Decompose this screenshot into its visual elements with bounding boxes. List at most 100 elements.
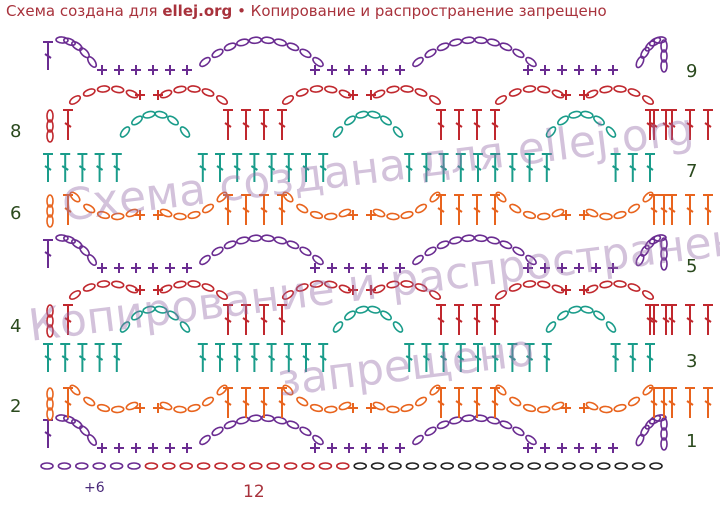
chain-stitch — [653, 234, 667, 242]
chain-stitch — [309, 280, 324, 288]
chain-stitch — [309, 403, 324, 413]
chain-stitch — [223, 240, 237, 250]
chain-stitch — [125, 401, 139, 411]
sc-stitch — [557, 65, 567, 75]
dc-stitch — [659, 387, 669, 418]
dc-stitch — [266, 153, 277, 182]
chain-stitch — [599, 85, 613, 94]
sc-stitch — [561, 285, 571, 295]
chain-stitch — [187, 85, 201, 93]
chain-stitch — [199, 434, 211, 446]
chain-stitch — [512, 48, 525, 59]
chain-stitch — [296, 203, 309, 214]
chain-stitch — [299, 426, 312, 437]
chain-stitch — [660, 247, 668, 261]
sc-stitch — [574, 443, 584, 453]
chain-stitch — [648, 36, 662, 47]
dc-stitch — [473, 343, 483, 372]
chain-stitch — [473, 234, 488, 243]
chain-stitch — [545, 321, 557, 333]
dc-stitch — [438, 153, 449, 182]
chain-stitch — [92, 462, 106, 470]
dc-stitch — [472, 387, 482, 418]
chain-stitch — [400, 210, 414, 220]
chain-stitch — [386, 280, 400, 289]
dc-stitch — [111, 153, 122, 182]
header-suffix: • Копирование и распространение запрещен… — [237, 2, 607, 20]
chain-stitch — [187, 210, 201, 220]
sc-stitch — [135, 403, 145, 413]
chain-stitch — [613, 403, 627, 413]
chain-stitch — [125, 89, 139, 99]
chain-stitch — [323, 212, 338, 221]
chain-stitch — [428, 95, 442, 105]
dc-stitch — [472, 194, 482, 225]
chain-stitch — [627, 203, 641, 214]
sc-stitch — [148, 443, 158, 453]
chain-stitch — [649, 462, 663, 470]
chain-stitch — [525, 56, 537, 68]
chain-stitch — [508, 283, 522, 292]
chain-stitch — [355, 110, 369, 119]
chain-stitch — [372, 89, 386, 99]
chain-stitch — [167, 310, 179, 321]
chain-stitch — [216, 191, 228, 203]
chain-stitch — [236, 416, 250, 425]
dc-stitch — [404, 153, 415, 182]
dc-stitch — [649, 387, 659, 418]
chain-stitch — [63, 415, 76, 425]
chain-stitch — [318, 462, 333, 470]
sc-stitch — [561, 90, 571, 100]
dc-stitch — [454, 387, 464, 418]
chain-stitch — [301, 462, 315, 470]
chain-stitch — [71, 40, 83, 52]
chain-stitch — [71, 238, 83, 250]
chain-stitch — [323, 405, 338, 414]
chain-stitch — [338, 401, 352, 411]
chain-stitch — [96, 85, 111, 93]
sc-stitch — [608, 443, 618, 453]
sc-stitch — [97, 443, 107, 453]
dc-stitch — [685, 387, 695, 418]
chain-stitch — [216, 384, 228, 396]
sc-stitch — [540, 443, 550, 453]
chain-stitch — [154, 305, 168, 314]
chain-stitch — [201, 396, 215, 407]
dc-stitch — [266, 343, 277, 372]
chain-stitch — [82, 88, 96, 97]
chain-stitch — [211, 246, 224, 257]
chain-stitch — [436, 42, 450, 52]
chain-stitch — [551, 401, 565, 411]
chain-stitch — [499, 42, 513, 52]
chain-stitch — [231, 462, 246, 470]
dc-stitch — [436, 194, 446, 225]
chain-stitch — [119, 126, 131, 138]
chain-stitch — [429, 191, 441, 203]
chain-stitch — [353, 462, 368, 470]
dc-stitch — [703, 194, 713, 225]
chain-stitch — [55, 414, 69, 422]
chain-stitch — [159, 284, 173, 294]
dc-stitch — [223, 304, 233, 335]
chain-stitch — [461, 414, 476, 423]
chain-stitch — [640, 46, 650, 59]
chain-stitch — [522, 85, 537, 93]
watermark-line: Схема создана для ellej.org — [59, 104, 696, 232]
chain-stitch — [380, 310, 392, 321]
sc-stitch — [153, 90, 163, 100]
chain-stitch — [580, 110, 594, 119]
chain-stitch — [236, 38, 250, 47]
dc-stitch — [63, 194, 73, 225]
dc-stitch — [649, 194, 659, 225]
chain-stitch — [312, 56, 324, 68]
header-site: ellej.org — [162, 2, 232, 20]
chain-stitch — [273, 38, 287, 47]
dc-stitch — [685, 109, 695, 140]
chain-stitch — [248, 414, 263, 423]
chain-stitch — [585, 208, 599, 218]
sc-stitch — [97, 65, 107, 75]
chain-stitch — [282, 384, 294, 396]
sc-stitch — [165, 263, 175, 273]
chain-stitch — [273, 416, 287, 425]
chain-stitch — [449, 38, 463, 47]
